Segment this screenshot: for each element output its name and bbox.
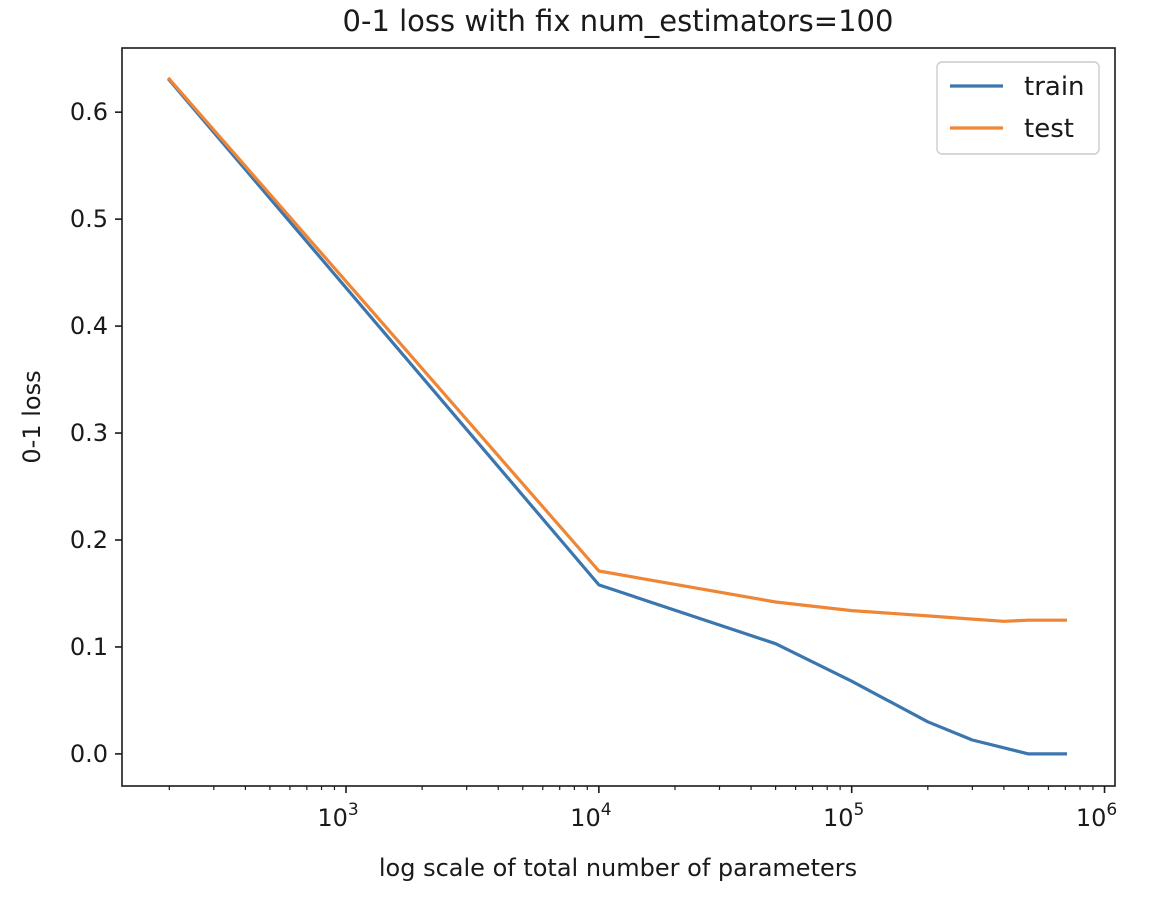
legend-label-test: test	[1024, 114, 1074, 144]
plot-frame	[121, 47, 1116, 787]
y-tick-label: 0.1	[70, 633, 108, 661]
y-axis-label: 0-1 loss	[18, 370, 46, 463]
x-axis-label: log scale of total number of parameters	[379, 854, 857, 882]
y-tick-label: 0.3	[70, 419, 108, 447]
ticks-layer: 0.0 0.1 0.2 0.3 0.4 0.5 0.6 103 104 105 106	[70, 98, 1117, 832]
x-tick-label: 106	[1076, 800, 1117, 832]
legend-label-train: train	[1024, 72, 1085, 102]
legend: train test	[936, 61, 1100, 155]
y-tick-label: 0.6	[70, 98, 108, 126]
x-tick-label: 105	[823, 800, 864, 832]
x-tick-label: 104	[570, 800, 611, 832]
plot-layer	[167, 76, 1068, 756]
series-line-train	[167, 77, 1068, 756]
chart-title: 0-1 loss with fix num_estimators=100	[343, 4, 894, 38]
y-tick-label: 0.5	[70, 205, 108, 233]
y-tick-label: 0.2	[70, 526, 108, 554]
y-tick-label: 0.4	[70, 312, 108, 340]
x-tick-label: 103	[317, 800, 358, 832]
y-tick-label: 0.0	[70, 740, 108, 768]
series-line-test	[167, 76, 1068, 623]
